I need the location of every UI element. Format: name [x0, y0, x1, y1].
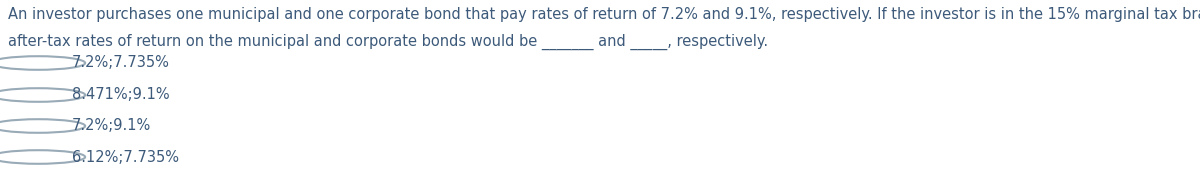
- Text: after-tax rates of return on the municipal and corporate bonds would be _______ : after-tax rates of return on the municip…: [8, 34, 768, 50]
- Text: 8.471%;9.1%: 8.471%;9.1%: [72, 88, 169, 102]
- Text: 6.12%;7.735%: 6.12%;7.735%: [72, 149, 179, 165]
- Text: 7.2%;7.735%: 7.2%;7.735%: [72, 56, 170, 71]
- Text: 7.2%;9.1%: 7.2%;9.1%: [72, 119, 151, 134]
- Text: An investor purchases one municipal and one corporate bond that pay rates of ret: An investor purchases one municipal and …: [8, 7, 1200, 22]
